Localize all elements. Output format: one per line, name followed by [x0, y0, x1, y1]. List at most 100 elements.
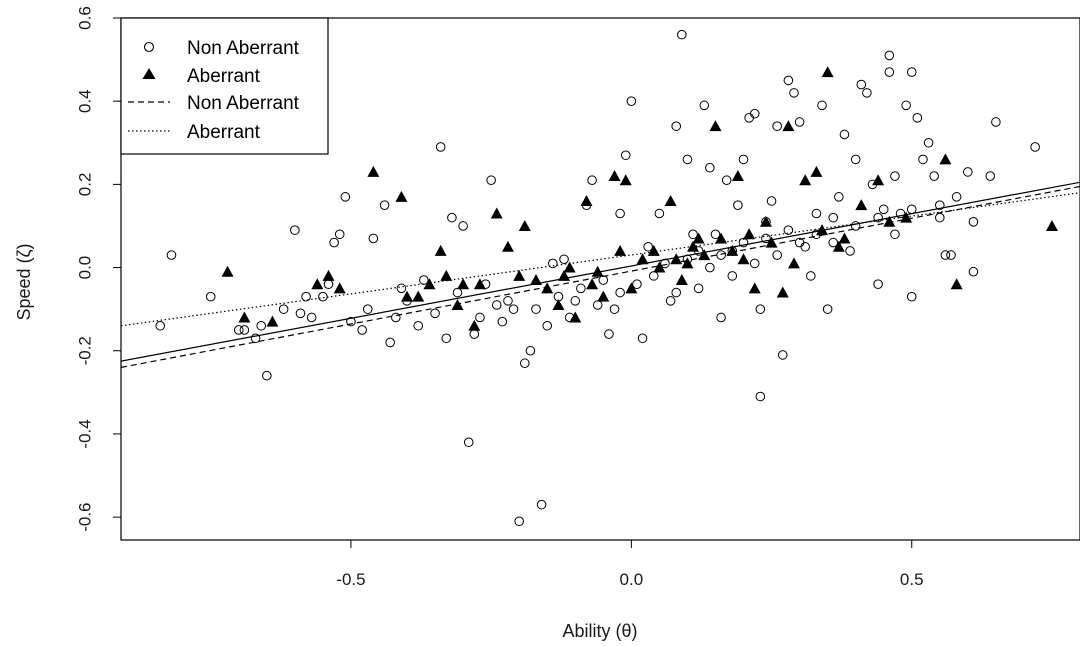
non-aberrant-point [486, 175, 496, 186]
aberrant-point [401, 290, 414, 302]
aberrant-point [737, 253, 750, 265]
aberrant-point [434, 244, 447, 256]
non-aberrant-point [772, 250, 782, 260]
non-aberrant-point [419, 275, 429, 285]
non-aberrant-point [806, 271, 816, 281]
aberrant-point [569, 311, 582, 323]
non-aberrant-point [654, 208, 665, 219]
non-aberrant-point [783, 225, 794, 235]
non-aberrant-point [346, 316, 356, 327]
legend-open-circle-marker [143, 41, 155, 53]
non-aberrant-point [396, 283, 407, 294]
aberrant-point [681, 257, 694, 269]
aberrant-point [653, 261, 666, 273]
aberrant-point [423, 278, 436, 290]
non-aberrant-point [968, 266, 979, 277]
aberrant-point [619, 174, 632, 186]
non-aberrant-point [906, 291, 917, 302]
non-aberrant-point [368, 233, 379, 244]
non-aberrant-point [626, 96, 637, 106]
non-aberrant-point [435, 142, 446, 152]
non-aberrant-point [873, 212, 883, 223]
non-aberrant-point [794, 237, 805, 248]
non-aberrant-point [615, 208, 625, 219]
non-aberrant-point [632, 279, 642, 289]
aberrant-point [776, 286, 789, 298]
non-aberrant-point [458, 221, 468, 231]
non-aberrant-point [514, 516, 524, 527]
aberrant-point [950, 278, 963, 290]
aberrant-point [698, 249, 711, 261]
non-aberrant-point [929, 171, 939, 181]
non-aberrant-point [323, 279, 334, 289]
non-aberrant-point [794, 117, 805, 127]
non-aberrant-point [362, 304, 373, 314]
aberrant-point [558, 269, 571, 281]
aberrant-point [457, 278, 470, 290]
non-aberrant-point [598, 275, 609, 285]
non-aberrant-point [755, 304, 766, 314]
aberrant-point [468, 319, 481, 331]
non-aberrant-point [727, 271, 738, 281]
aberrant-point [787, 257, 800, 269]
non-aberrant-point [777, 350, 788, 360]
non-aberrant-point [671, 121, 682, 131]
non-aberrant-point [357, 325, 367, 335]
aberrant-point [552, 298, 565, 310]
non-aberrant-point [536, 499, 547, 510]
aberrant-point [563, 261, 576, 273]
non-aberrant-point [710, 229, 721, 240]
non-aberrant-point [733, 200, 743, 210]
non-aberrant-point [850, 154, 861, 165]
legend-filled-triangle-marker [142, 68, 156, 79]
non-aberrant-point [430, 308, 440, 319]
aberrant-point [810, 165, 823, 177]
non-aberrant-point [205, 291, 216, 302]
aberrant-point [311, 278, 324, 290]
aberrant-point [322, 269, 335, 281]
non-aberrant-point [340, 192, 351, 202]
non-aberrant-point [834, 192, 844, 202]
non-aberrant-point [1030, 142, 1040, 152]
non-aberrant-point [452, 287, 463, 298]
non-aberrant-point [918, 154, 928, 165]
aberrant-point [816, 224, 829, 236]
non-aberrant-point [890, 171, 900, 181]
aberrant-point [501, 240, 514, 252]
non-aberrant-point [318, 291, 328, 302]
aberrant-point [412, 290, 425, 302]
aberrant-point [221, 265, 234, 277]
non-aberrant-point [817, 100, 827, 111]
non-aberrant-point [665, 296, 676, 306]
non-aberrant-point [559, 254, 569, 265]
non-aberrant-point [828, 237, 839, 248]
non-aberrant-point [856, 79, 867, 90]
non-aberrant-point [256, 320, 267, 331]
aberrant-point [541, 282, 554, 294]
legend-label-aberrant-line: Aberrant [187, 122, 261, 143]
non-aberrant-point [615, 287, 625, 298]
non-aberrant-point [744, 113, 754, 123]
non-aberrant-point [592, 300, 603, 310]
aberrant-point [900, 211, 913, 223]
aberrant-point [490, 207, 503, 219]
non-aberrant-point [828, 212, 839, 223]
y-tick-label: -0.4 [75, 419, 94, 448]
aberrant-point [636, 253, 649, 265]
non-aberrant-point [250, 333, 261, 344]
non-aberrant-point [822, 304, 833, 314]
aberrant-point [692, 232, 705, 244]
non-aberrant-point [469, 329, 480, 339]
non-aberrant-point [463, 437, 474, 448]
y-tick-label: -0.2 [75, 336, 94, 365]
non-aberrant-point [290, 225, 300, 235]
aberrant-point [395, 190, 408, 202]
axes: -0.5 0.0 0.5 -0.6 -0.4 -0.2 0.0 0.2 0.4 0.6 [75, 6, 923, 589]
non-aberrant-point [497, 316, 508, 327]
non-aberrant-point [761, 233, 771, 244]
non-aberrant-point [716, 312, 726, 323]
non-aberrant-point [884, 67, 895, 77]
y-axis-title: Speed (ζ) [14, 244, 34, 321]
non-aberrant-point [329, 237, 339, 248]
